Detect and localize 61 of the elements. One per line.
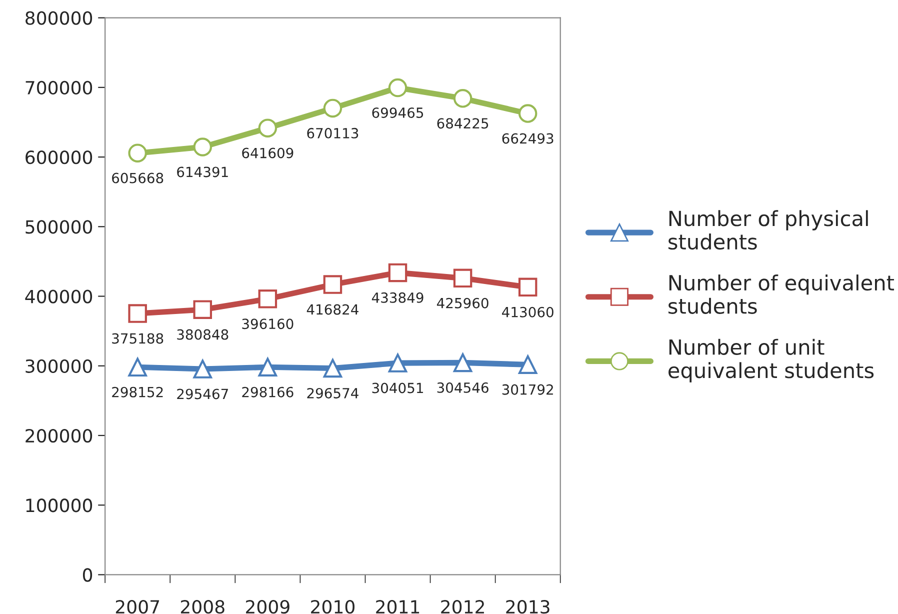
point xyxy=(388,263,408,282)
point xyxy=(518,278,538,297)
legend-label: Number of unit equivalent students xyxy=(668,338,874,382)
point xyxy=(128,358,147,377)
point xyxy=(388,78,408,98)
point xyxy=(453,89,472,108)
point xyxy=(128,144,147,162)
point xyxy=(323,98,342,118)
data-label: 699465 xyxy=(372,107,424,118)
data-label: 296574 xyxy=(307,388,358,398)
y-tick-label: 400000 xyxy=(25,290,92,304)
point xyxy=(193,360,212,378)
data-label: 641609 xyxy=(242,148,294,158)
point xyxy=(388,354,408,372)
legend-label: Number of physical students xyxy=(668,210,868,250)
data-label: 433849 xyxy=(372,292,424,303)
x-tick-label: 2010 xyxy=(311,600,354,614)
point xyxy=(518,355,538,374)
point xyxy=(518,104,538,123)
y-tick-label: 100000 xyxy=(26,498,92,512)
x-tick-label: 2007 xyxy=(116,600,160,614)
data-label: 605668 xyxy=(112,172,164,184)
y-tick-label: 300000 xyxy=(26,359,92,373)
y-tick-label: 800000 xyxy=(26,11,92,25)
data-label: 380848 xyxy=(177,329,228,340)
data-label: 298152 xyxy=(112,386,163,398)
point xyxy=(453,268,472,288)
y-tick-label: 0 xyxy=(82,568,92,582)
point xyxy=(193,300,212,319)
data-label: 416824 xyxy=(306,304,358,315)
point xyxy=(258,358,278,377)
legend-label: Number of equivalent students xyxy=(668,274,894,314)
data-label: 298166 xyxy=(242,386,294,398)
point xyxy=(453,353,472,372)
x-tick-label: 2012 xyxy=(441,600,484,614)
data-label: 396160 xyxy=(242,318,294,330)
data-label: 662493 xyxy=(502,133,554,144)
data-label: 413060 xyxy=(502,306,554,318)
data-label: 670113 xyxy=(307,128,358,138)
point xyxy=(193,138,212,156)
point xyxy=(258,290,278,308)
point xyxy=(258,118,278,138)
data-label: 614391 xyxy=(177,166,228,178)
y-tick-label: 600000 xyxy=(26,150,92,164)
x-tick-label: 2009 xyxy=(246,600,290,614)
data-label: 304051 xyxy=(372,382,423,394)
data-label: 301792 xyxy=(502,384,553,395)
y-tick-label: 200000 xyxy=(26,428,92,443)
data-label: 304546 xyxy=(437,382,488,393)
data-label: 295467 xyxy=(177,388,228,400)
x-tick-label: 2013 xyxy=(506,600,550,614)
y-tick-label: 500000 xyxy=(26,220,92,234)
x-tick-label: 2008 xyxy=(180,600,224,614)
data-label: 375188 xyxy=(112,333,164,344)
data-label: 425960 xyxy=(436,298,488,308)
y-tick-label: 700000 xyxy=(26,80,92,95)
data-label: 684225 xyxy=(437,118,488,129)
point xyxy=(128,304,147,323)
point xyxy=(323,358,342,378)
x-tick-label: 2011 xyxy=(376,600,420,614)
point xyxy=(323,275,342,294)
